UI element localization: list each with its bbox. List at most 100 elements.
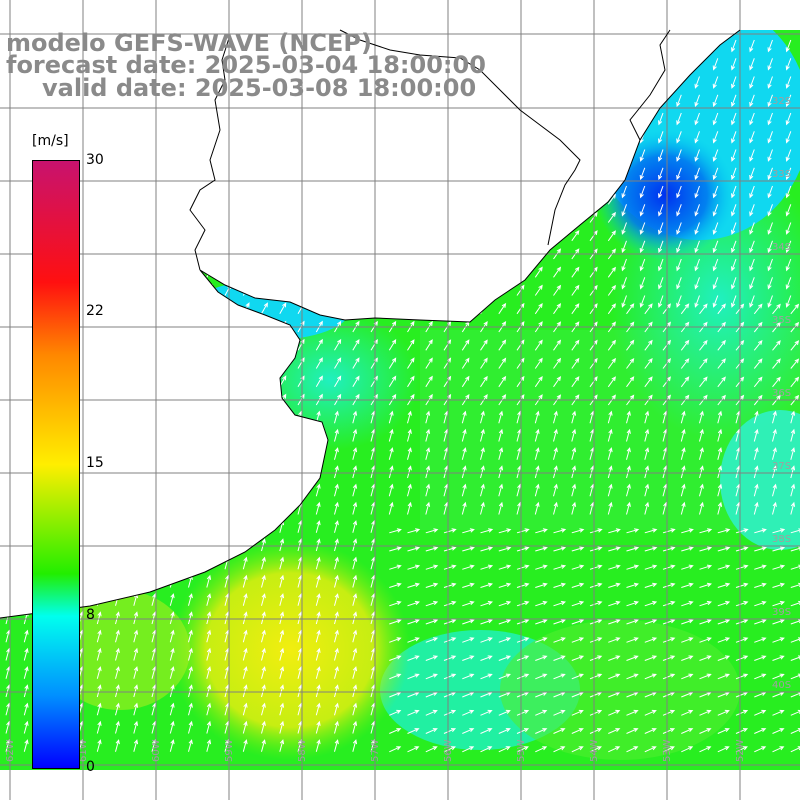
wind-arrow (607, 465, 613, 479)
wind-arrow (553, 120, 562, 132)
wind-arrow (626, 303, 635, 315)
wind-arrow (589, 619, 603, 625)
wind-arrow (790, 619, 800, 625)
wind-arrow (790, 447, 796, 460)
wind-arrow (694, 131, 700, 144)
wind-arrow (749, 131, 755, 144)
wind-arrow (334, 520, 339, 533)
wind-arrow (699, 528, 713, 534)
wind-arrow (753, 303, 763, 315)
wind-arrow (608, 582, 621, 588)
wind-arrow (462, 619, 475, 625)
wind-arrow (334, 410, 339, 424)
wind-arrow (334, 611, 339, 625)
wind-arrow (480, 339, 488, 351)
wind-arrow (676, 277, 682, 290)
wind-arrow (407, 193, 415, 205)
wind-arrow (461, 120, 470, 132)
wind-arrow (772, 582, 785, 588)
wind-arrow (388, 138, 397, 150)
wind-arrow (188, 720, 193, 734)
wind-arrow (553, 266, 562, 278)
wind-arrow (297, 119, 305, 132)
wind-arrow (731, 131, 737, 144)
wind-arrow (188, 447, 193, 460)
wind-arrow (644, 357, 653, 369)
wind-arrow (315, 647, 321, 661)
wind-arrow (425, 120, 433, 132)
wind-arrow (658, 131, 664, 144)
wind-arrow (731, 222, 737, 235)
wind-arrow (443, 266, 452, 278)
wind-arrow (658, 149, 664, 162)
model-title: modelo GEFS-WAVE (NCEP) (6, 29, 372, 57)
wind-arrow (443, 564, 457, 570)
wind-arrow (407, 600, 420, 607)
colorbar-unit: [m/s] (32, 133, 69, 149)
wind-arrow (151, 447, 157, 460)
wind-arrow (407, 120, 415, 132)
wind-arrow (516, 266, 525, 278)
wind-arrow (785, 222, 792, 235)
wind-arrow (206, 447, 212, 460)
wind-arrow (151, 119, 159, 132)
wind-arrow (699, 303, 708, 315)
wind-arrow (535, 582, 548, 588)
wind-arrow (188, 629, 193, 643)
wind-arrow (407, 375, 415, 388)
wind-arrow (681, 728, 694, 734)
wind-arrow (188, 156, 195, 169)
wind-arrow (717, 528, 731, 534)
wind-arrow (261, 283, 268, 296)
latitude-labels: 32S 33S 34S 35S 36S 37S 38S 39S 40S (772, 96, 791, 691)
wind-arrow (425, 673, 438, 680)
wind-arrow (133, 647, 139, 661)
wind-arrow (676, 58, 682, 71)
wind-arrow (115, 720, 120, 734)
wind-arrow (188, 739, 193, 752)
wind-arrow (297, 192, 305, 205)
longitude-label: 60W (151, 739, 162, 762)
wind-arrow (717, 655, 731, 661)
wind-arrow (425, 266, 433, 278)
wind-arrow (96, 283, 103, 296)
wind-arrow (772, 447, 777, 460)
wind-arrow (115, 611, 120, 625)
wind-arrow (589, 709, 603, 716)
wind-arrow (608, 709, 621, 716)
wind-arrow (735, 582, 749, 588)
wind-arrow (731, 39, 737, 53)
wind-arrow (407, 266, 415, 278)
wind-arrow (644, 655, 658, 661)
wind-arrow (717, 410, 723, 424)
wind-arrow (571, 303, 580, 315)
wind-arrow (553, 600, 566, 607)
wind-arrow (461, 483, 467, 497)
wind-arrow (571, 284, 580, 296)
wind-arrow (206, 556, 212, 570)
wind-arrow (626, 600, 639, 607)
wind-arrow (644, 582, 658, 588)
wind-arrow (694, 295, 700, 308)
wind-arrow (461, 339, 470, 351)
wind-arrow (151, 338, 159, 351)
wind-arrow (754, 528, 767, 534)
wind-arrow (169, 520, 175, 533)
wind-arrow (516, 83, 525, 96)
wind-arrow (315, 574, 321, 588)
wind-arrow (535, 637, 548, 643)
wind-arrow (626, 410, 631, 424)
wind-arrow (96, 501, 102, 515)
wind-arrow (407, 447, 412, 460)
wind-arrow (23, 629, 29, 643)
wind-arrow (242, 229, 250, 242)
wind-arrow (169, 192, 177, 205)
wind-arrow (571, 673, 584, 680)
longitude-labels: 62W 61W 60W 59W 58W 57W 56W 55W 54W 53W 52W (5, 739, 746, 762)
wind-arrow (206, 702, 212, 716)
wind-arrow (749, 240, 755, 254)
wind-arrow (242, 210, 250, 223)
wind-arrow (115, 465, 120, 479)
wind-arrow (115, 356, 122, 369)
wind-arrow (443, 156, 452, 169)
